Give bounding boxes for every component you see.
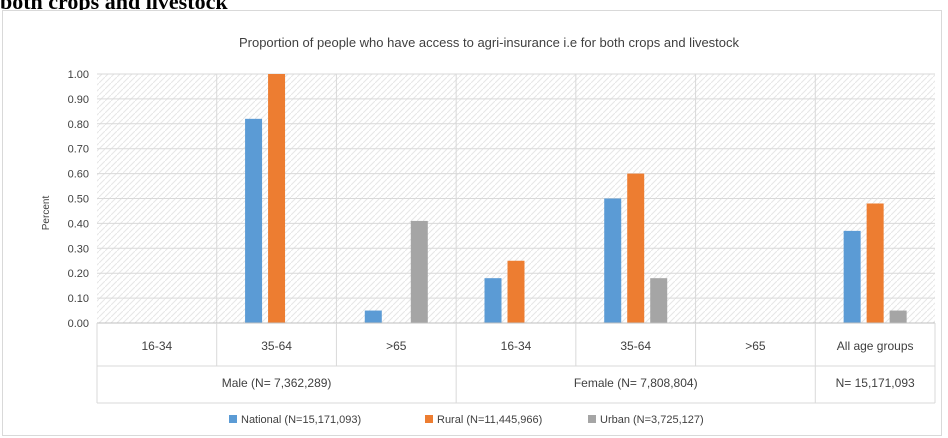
legend-swatch — [588, 415, 596, 423]
x-tick-label: 35-64 — [620, 339, 651, 353]
bar — [245, 118, 263, 323]
y-tick-label: 0.20 — [68, 268, 89, 280]
bar — [604, 198, 622, 323]
x-tick-label: 35-64 — [261, 339, 292, 353]
x-tick-label: 16-34 — [142, 339, 173, 353]
chart-title: Proportion of people who have access to … — [239, 35, 740, 50]
x-group-label: Female (N= 7,808,804) — [574, 376, 698, 390]
legend: National (N=15,171,093) Rural (N=11,445,9… — [229, 414, 704, 426]
legend-swatch — [229, 415, 237, 423]
x-group-label: N= 15,171,093 — [836, 376, 915, 390]
chart-frame: Proportion of people who have access to … — [2, 10, 942, 436]
y-tick-label: 0.10 — [68, 293, 89, 305]
x-tick-label: 16-34 — [501, 339, 532, 353]
bar — [268, 74, 286, 323]
y-axis-ticks: 0.00 0.10 0.20 0.30 0.40 0.50 0.60 0.70 0.80 0.90… — [68, 69, 89, 330]
x-axis: 16-34 35-64 >65 16-34 35-64 >65 All age groups… — [96, 322, 936, 404]
x-tick-label: >65 — [386, 339, 407, 353]
legend-label: Rural (N=11,445,966) — [437, 414, 542, 426]
legend-label: National (N=15,171,093) — [241, 414, 361, 426]
y-tick-label: 0.80 — [68, 119, 89, 131]
bar — [410, 220, 428, 323]
y-tick-label: 0.70 — [68, 144, 89, 156]
bar — [364, 310, 382, 323]
y-axis-label: Percent — [41, 196, 52, 231]
bar — [843, 230, 861, 323]
legend-label: Urban (N=3,725,127) — [600, 414, 704, 426]
chart-svg: Proportion of people who have access to … — [41, 35, 936, 426]
x-group-label: Male (N= 7,362,289) — [222, 376, 332, 390]
y-tick-label: 0.50 — [68, 194, 89, 206]
x-tick-label: All age groups — [837, 339, 914, 353]
bar — [650, 278, 668, 323]
legend-swatch — [425, 415, 433, 423]
bar — [627, 173, 645, 323]
y-tick-label: 0.00 — [68, 318, 89, 330]
bars — [245, 74, 907, 323]
bar — [484, 278, 502, 323]
y-tick-label: 1.00 — [68, 69, 89, 81]
y-tick-label: 0.40 — [68, 218, 89, 230]
y-tick-label: 0.30 — [68, 243, 89, 255]
bar — [889, 310, 907, 323]
y-tick-label: 0.60 — [68, 169, 89, 181]
y-tick-label: 0.90 — [68, 94, 89, 106]
x-tick-label: >65 — [745, 339, 766, 353]
bar — [507, 260, 525, 323]
bar — [866, 203, 884, 323]
